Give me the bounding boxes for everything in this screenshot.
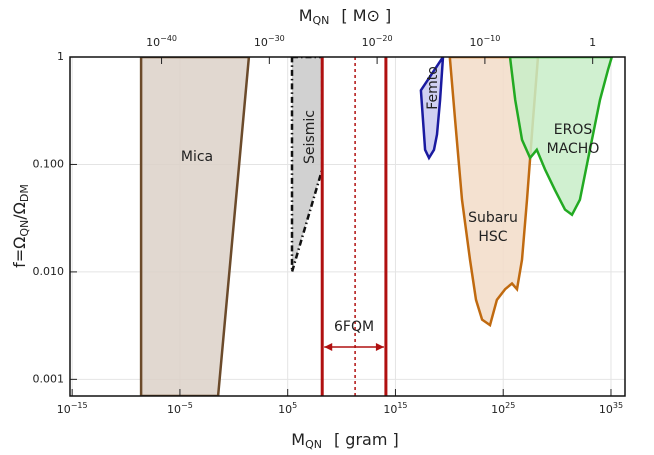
tick-exp: 35 [613, 401, 623, 410]
axis-title-part: M [299, 6, 313, 25]
region [139, 57, 251, 396]
tick-label: 10−40 [146, 34, 177, 50]
y-tick-label: 0.010 [33, 265, 65, 278]
frame [69, 56, 626, 397]
y-tick-label: 0.001 [33, 372, 65, 385]
tick-label: 1025 [491, 401, 515, 417]
tick-base: 10 [599, 403, 613, 416]
plot-area [70, 57, 625, 396]
axis-title-part: [ M⊙ ] [341, 6, 391, 25]
tick-label: 105 [278, 401, 297, 417]
axis-title-part: QN [18, 220, 31, 237]
region-label: Femto [425, 66, 441, 110]
region [419, 57, 445, 161]
axis-title: f=ΩQN/ΩDM [10, 184, 32, 268]
tick-label: 10−20 [362, 34, 393, 50]
region-label: Seismic [302, 110, 318, 164]
tick-exp: −5 [181, 401, 193, 410]
tick-exp: −40 [160, 34, 177, 43]
tick-base: 10 [167, 403, 181, 416]
tick-exp: 25 [505, 401, 515, 410]
bound-label: 6FQM [334, 319, 374, 335]
tick-base: 10 [57, 403, 71, 416]
tick-exp: 5 [292, 401, 297, 410]
region-label: Subaru [468, 210, 518, 226]
tick-exp: 15 [397, 401, 407, 410]
tick-base: 10 [278, 403, 292, 416]
region-label: MACHO [547, 141, 600, 157]
tick-exp: −15 [71, 401, 88, 410]
y-tick-label: 0.100 [33, 157, 65, 170]
tick-exp: −20 [376, 34, 393, 43]
tick-base: 10 [146, 36, 160, 49]
tick-label: 10−10 [469, 34, 500, 50]
y-tick-label: 1 [57, 50, 64, 63]
tick-label: 1015 [383, 401, 407, 417]
tick-base: 10 [254, 36, 268, 49]
tick-label: 10−5 [167, 401, 193, 417]
region [508, 57, 614, 217]
region-label: EROS [554, 122, 593, 138]
axis-title-part: QN [305, 438, 322, 451]
tick-label: 1 [589, 36, 596, 49]
axis-title-part: [ gram ] [334, 430, 399, 449]
tick-base: 10 [491, 403, 505, 416]
axis-title-part: M [291, 430, 305, 449]
tick-label: 10−15 [57, 401, 88, 417]
tick-base: 10 [362, 36, 376, 49]
axis-title: MQN [ M⊙ ] [299, 6, 392, 28]
tick-label: 10−30 [254, 34, 285, 50]
region-label: HSC [478, 229, 507, 245]
axis-title: MQN [ gram ] [291, 430, 398, 452]
axis-title-part: DM [18, 184, 31, 202]
axis-title-part: QN [313, 14, 330, 27]
tick-exp: −10 [483, 34, 500, 43]
tick-exp: −30 [268, 34, 285, 43]
axis-title-part: f=Ω [10, 237, 29, 268]
axis-title-part: /Ω [10, 202, 29, 220]
region-label: Mica [181, 149, 213, 165]
region [290, 57, 324, 273]
tick-base: 10 [383, 403, 397, 416]
tick-base: 10 [469, 36, 483, 49]
tick-label: 1035 [599, 401, 623, 417]
